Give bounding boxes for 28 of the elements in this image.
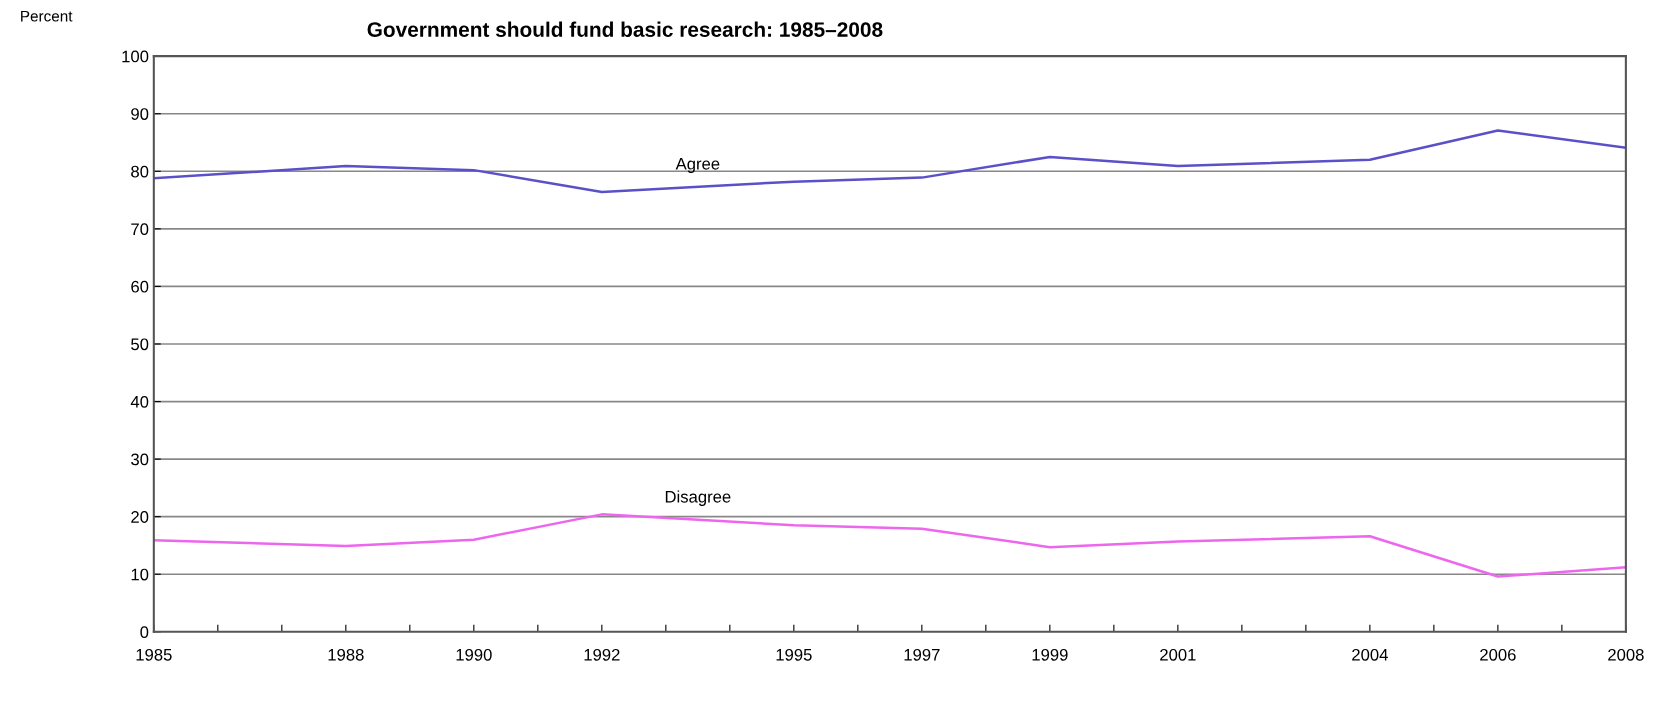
x-tick-label: 1990 [456, 648, 492, 661]
x-tick-label: 2006 [1480, 648, 1516, 661]
y-tick-label: 80 [131, 165, 149, 178]
y-tick-label: 20 [131, 511, 149, 523]
x-tick-label: 2008 [1608, 648, 1644, 661]
y-tick-label: 40 [130, 395, 149, 408]
y-tick-label: 100 [122, 50, 149, 63]
x-tick-label: 1985 [136, 648, 172, 661]
x-tick-label: 1999 [1032, 648, 1068, 661]
x-tick-label: 1988 [328, 648, 364, 661]
line-series [153, 513, 1626, 578]
y-axis-title: Percent [21, 10, 73, 22]
y-tick-label: 50 [131, 338, 149, 351]
series-label: Disagree [665, 490, 731, 506]
x-tick-label: 2001 [1160, 648, 1196, 661]
y-tick-label: 70 [131, 223, 149, 236]
x-tick-label: 2004 [1352, 648, 1388, 661]
y-tick-label: 30 [131, 453, 149, 466]
series-label: Agree [675, 158, 720, 173]
x-tick-label: 1997 [904, 648, 940, 661]
x-tick-label: 1992 [584, 648, 620, 661]
y-tick-label: 90 [131, 108, 149, 120]
y-tick-label: 60 [131, 280, 149, 293]
y-tick-label: 0 [140, 626, 149, 638]
x-tick-label: 1995 [776, 648, 812, 661]
y-tick-label: 10 [131, 568, 149, 581]
line-series [153, 129, 1626, 194]
chart-title: Government should fund basic research: 1985–2008 [367, 21, 883, 37]
